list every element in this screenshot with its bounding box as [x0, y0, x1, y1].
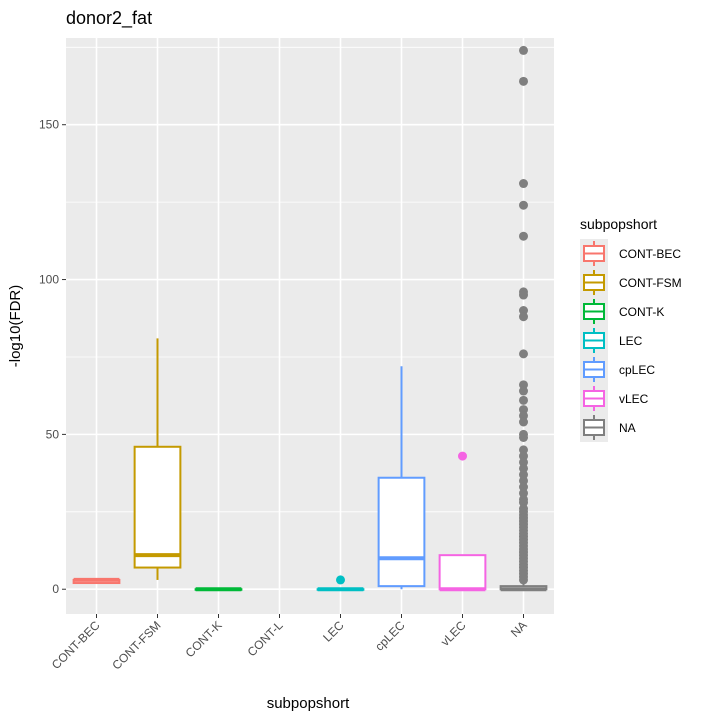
x-tick-label: CONT-K	[183, 618, 225, 660]
box-lec	[316, 575, 365, 592]
legend-entry-cont-bec: CONT-BEC	[580, 239, 681, 268]
outlier-point	[519, 231, 528, 241]
legend-entry-cont-fsm: CONT-FSM	[580, 268, 682, 297]
outlier-point	[336, 575, 345, 585]
outlier-point	[519, 411, 528, 421]
outlier-point	[519, 488, 528, 498]
legend-label: LEC	[619, 334, 643, 348]
x-axis: CONT-BEC CONT-FSM CONT-K CONT-L LEC cpLEC vLEC…	[49, 614, 530, 672]
outlier-point	[519, 405, 528, 415]
outlier-point	[519, 470, 528, 480]
legend-label: CONT-K	[619, 305, 664, 319]
box-body	[133, 445, 182, 569]
y-tick-label: 150	[39, 118, 59, 132]
outlier-point	[519, 349, 528, 359]
chart-title: donor2_fat	[66, 8, 152, 29]
x-tick-label: vLEC	[438, 618, 469, 649]
outlier-point	[519, 417, 528, 427]
x-tick-label: cpLEC	[372, 618, 408, 654]
outlier-point	[519, 463, 528, 473]
legend: subpopshort CONT-BEC CONT-FSM CONT-K LEC cpL…	[580, 216, 682, 442]
outlier-point	[519, 45, 528, 55]
y-axis-title: -log10(FDR)	[7, 285, 24, 368]
outlier-point	[519, 312, 528, 322]
outlier-point	[519, 451, 528, 461]
box-layer	[72, 45, 548, 592]
y-axis: 0 50 100 150	[39, 118, 66, 596]
x-tick-label: NA	[508, 618, 530, 640]
legend-entry-lec: LEC	[580, 326, 643, 355]
outlier-point	[519, 445, 528, 455]
legend-entry-na: NA	[580, 413, 636, 442]
y-tick-label: 100	[39, 273, 59, 287]
box-cont-fsm	[133, 338, 182, 580]
outlier-point	[519, 432, 528, 442]
outlier-point	[519, 498, 528, 508]
legend-label: NA	[619, 421, 636, 435]
outlier-point	[519, 76, 528, 86]
outlier-point	[519, 200, 528, 210]
legend-entry-cont-k: CONT-K	[580, 297, 664, 326]
legend-label: CONT-BEC	[619, 247, 681, 261]
outlier-point	[519, 395, 528, 405]
x-tick-label: CONT-FSM	[109, 618, 163, 672]
box-na	[499, 45, 548, 592]
y-tick-label: 0	[52, 582, 59, 596]
box-body	[377, 476, 426, 588]
x-tick-label: LEC	[320, 618, 347, 645]
box-cont-k	[194, 587, 243, 592]
outlier-point	[519, 380, 528, 390]
legend-label: CONT-FSM	[619, 276, 682, 290]
box-vlec	[438, 451, 487, 592]
box-cplec	[377, 366, 426, 590]
outlier-point	[519, 476, 528, 486]
x-tick-label: CONT-L	[245, 618, 286, 659]
outlier-point	[519, 575, 528, 585]
x-tick-label: CONT-BEC	[49, 618, 103, 672]
legend-title: subpopshort	[580, 216, 657, 232]
legend-label: vLEC	[619, 392, 649, 406]
outlier-point	[519, 482, 528, 492]
legend-entry-cplec: cpLEC	[580, 355, 655, 384]
outlier-point	[519, 179, 528, 189]
outlier-point	[519, 290, 528, 300]
outlier-point	[458, 451, 467, 461]
legend-entry-vlec: vLEC	[580, 384, 649, 413]
outlier-point	[519, 386, 528, 396]
outlier-point	[519, 457, 528, 467]
outlier-point	[519, 306, 528, 316]
y-tick-label: 50	[46, 427, 60, 441]
legend-label: cpLEC	[619, 363, 655, 377]
box-cont-bec	[72, 577, 121, 585]
box-body	[438, 554, 487, 591]
x-axis-title: subpopshort	[267, 695, 350, 712]
